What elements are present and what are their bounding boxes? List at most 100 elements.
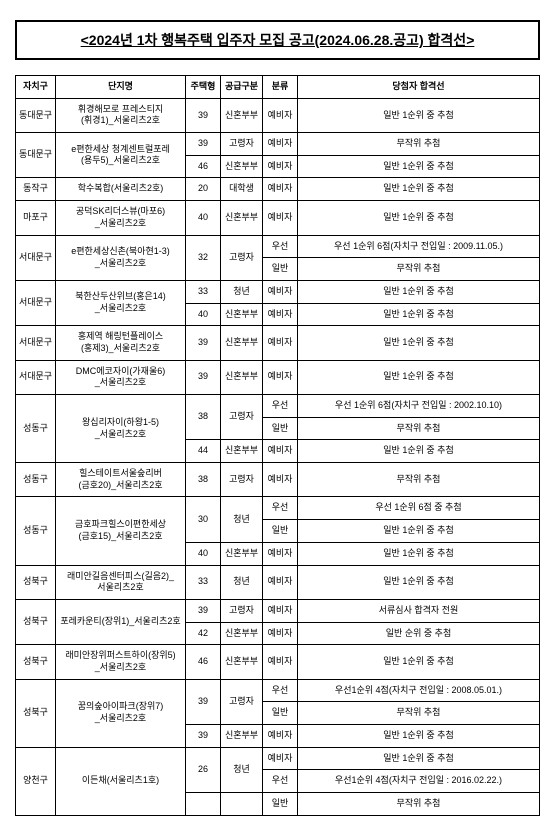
cell-supply: 신혼부부 [221, 303, 263, 326]
cell-type: 39 [186, 326, 221, 360]
cell-supply: 신혼부부 [221, 542, 263, 565]
cell-result: 일반 1순위 중 추첨 [298, 326, 540, 360]
header-row: 자치구 단지명 주택형 공급구분 분류 당첨자 합격선 [16, 76, 540, 99]
cell-category: 우선 [263, 235, 298, 258]
header-type: 주택형 [186, 76, 221, 99]
cell-complex: DMC에코자이(가재울6)_서울리츠2호 [56, 360, 186, 394]
cell-result: 일반 1순위 중 추첨 [298, 542, 540, 565]
cell-type: 40 [186, 201, 221, 235]
cell-category: 예비자 [263, 565, 298, 599]
cell-type: 20 [186, 178, 221, 201]
cell-category: 예비자 [263, 98, 298, 132]
cell-result: 우선 1순위 6점(자치구 전입일 : 2009.11.05.) [298, 235, 540, 258]
cell-district: 성동구 [16, 463, 56, 497]
cell-type: 44 [186, 440, 221, 463]
cell-type: 33 [186, 280, 221, 303]
cell-category: 예비자 [263, 542, 298, 565]
table-row: 마포구공덕SK리더스뷰(마포6)_서울리츠2호40신혼부부예비자일반 1순위 중… [16, 201, 540, 235]
cell-result: 무작위 추첨 [298, 417, 540, 440]
cell-complex: e편한세상 청계센트럴포레(용두5)_서울리츠2호 [56, 133, 186, 178]
cell-complex: e편한세상신촌(북아현1-3)_서울리츠2호 [56, 235, 186, 280]
table-row: 성북구래미안길음센터피스(길음2)_서울리츠2호33청년예비자일반 1순위 중 … [16, 565, 540, 599]
cell-district: 성북구 [16, 565, 56, 599]
cell-result: 일반 1순위 중 추첨 [298, 747, 540, 770]
cell-result: 일반 1순위 중 추첨 [298, 303, 540, 326]
cell-type: 39 [186, 725, 221, 748]
cell-complex: 북한산두산위브(홍은14)_서울리츠2호 [56, 280, 186, 325]
cell-category: 예비자 [263, 155, 298, 178]
table-row: 동대문구휘경해모로 프레스티지(휘경1)_서울리츠2호39신혼부부예비자일반 1… [16, 98, 540, 132]
cell-district: 성북구 [16, 599, 56, 644]
cell-supply: 고령자 [221, 463, 263, 497]
cell-result: 우선 1순위 6점 중 추첨 [298, 497, 540, 520]
cell-district: 동작구 [16, 178, 56, 201]
cell-complex: 휘경해모로 프레스티지(휘경1)_서울리츠2호 [56, 98, 186, 132]
cell-district: 마포구 [16, 201, 56, 235]
cell-result: 일반 1순위 중 추첨 [298, 565, 540, 599]
table-row: 성북구꿈의숲아이파크(장위7)_서울리츠2호39고령자우선우선1순위 4점(자치… [16, 679, 540, 702]
cell-result: 우선1순위 4점(자치구 전입일 : 2016.02.22.) [298, 770, 540, 793]
cell-type: 40 [186, 303, 221, 326]
cell-supply: 대학생 [221, 178, 263, 201]
cell-supply: 신혼부부 [221, 645, 263, 679]
cell-result: 무작위 추첨 [298, 793, 540, 816]
cell-category: 예비자 [263, 599, 298, 622]
table-row: 서대문구DMC에코자이(가재울6)_서울리츠2호39신혼부부예비자일반 1순위 … [16, 360, 540, 394]
table-row: 서대문구북한산두산위브(홍은14)_서울리츠2호33청년예비자일반 1순위 중 … [16, 280, 540, 303]
cell-result: 서류심사 합격자 전원 [298, 599, 540, 622]
cell-category: 우선 [263, 679, 298, 702]
title-box: <2024년 1차 행복주택 입주자 모집 공고(2024.06.28.공고) … [15, 20, 540, 60]
cell-category: 일반 [263, 702, 298, 725]
cell-supply: 신혼부부 [221, 98, 263, 132]
cell-category: 예비자 [263, 303, 298, 326]
cell-complex: 이든채(서울리츠1호) [56, 747, 186, 815]
cell-result: 일반 1순위 중 추첨 [298, 520, 540, 543]
cell-category: 예비자 [263, 622, 298, 645]
cell-district: 동대문구 [16, 98, 56, 132]
cell-type: 46 [186, 645, 221, 679]
cell-complex: 왕십리자이(하왕1-5)_서울리츠2호 [56, 395, 186, 463]
cell-category: 일반 [263, 258, 298, 281]
cell-type: 33 [186, 565, 221, 599]
cell-complex: 래미안길음센터피스(길음2)_서울리츠2호 [56, 565, 186, 599]
cell-complex: 래미안장위퍼스트하이(장위5)_서울리츠2호 [56, 645, 186, 679]
cell-supply: 신혼부부 [221, 155, 263, 178]
cell-supply: 고령자 [221, 133, 263, 156]
cell-district: 서대문구 [16, 360, 56, 394]
cell-supply: 신혼부부 [221, 622, 263, 645]
cell-result: 무작위 추첨 [298, 702, 540, 725]
cell-supply: 고령자 [221, 235, 263, 280]
cell-result: 우선 1순위 6점(자치구 전입일 : 2002.10.10) [298, 395, 540, 418]
cell-district: 서대문구 [16, 235, 56, 280]
cell-complex: 힐스테이트서울숲리버(금호20)_서울리츠2호 [56, 463, 186, 497]
cell-supply: 신혼부부 [221, 326, 263, 360]
cell-type: 38 [186, 395, 221, 440]
cell-result: 무작위 추첨 [298, 463, 540, 497]
cell-complex: 학수복합(서울리츠2호) [56, 178, 186, 201]
header-category: 분류 [263, 76, 298, 99]
cell-category: 예비자 [263, 360, 298, 394]
header-result: 당첨자 합격선 [298, 76, 540, 99]
cell-result: 무작위 추첨 [298, 258, 540, 281]
table-row: 동대문구e편한세상 청계센트럴포레(용두5)_서울리츠2호39고령자예비자무작위… [16, 133, 540, 156]
cell-result: 일반 1순위 중 추첨 [298, 201, 540, 235]
cell-type: 40 [186, 542, 221, 565]
cell-supply: 고령자 [221, 679, 263, 724]
cell-category: 예비자 [263, 725, 298, 748]
cell-type: 39 [186, 133, 221, 156]
cell-category: 예비자 [263, 747, 298, 770]
cell-type: 42 [186, 622, 221, 645]
cell-supply: 청년 [221, 747, 263, 792]
cell-category: 우선 [263, 497, 298, 520]
cell-category: 예비자 [263, 645, 298, 679]
header-complex: 단지명 [56, 76, 186, 99]
cell-supply: 청년 [221, 280, 263, 303]
cell-category: 예비자 [263, 440, 298, 463]
cell-district: 양천구 [16, 747, 56, 815]
cell-type: 30 [186, 497, 221, 542]
table-row: 성북구래미안장위퍼스트하이(장위5)_서울리츠2호46신혼부부예비자일반 1순위… [16, 645, 540, 679]
cell-type: 39 [186, 679, 221, 724]
table-row: 양천구이든채(서울리츠1호)26청년예비자일반 1순위 중 추첨 [16, 747, 540, 770]
cell-complex: 꿈의숲아이파크(장위7)_서울리츠2호 [56, 679, 186, 747]
cell-result: 일반 1순위 중 추첨 [298, 360, 540, 394]
